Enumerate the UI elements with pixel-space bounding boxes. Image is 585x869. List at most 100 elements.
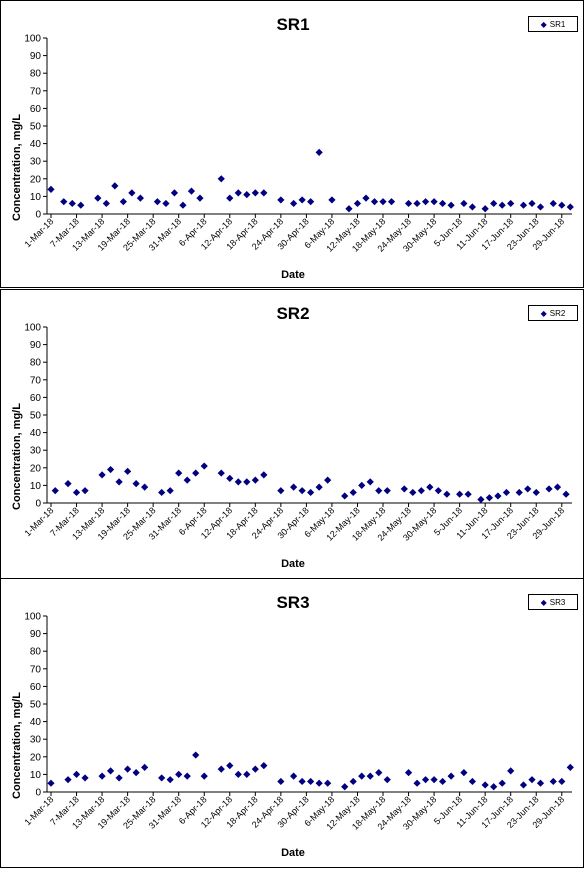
legend-label: SR2 [549,308,566,318]
y-tick-label: 90 [30,629,42,640]
data-point [558,201,566,209]
y-tick-label: 0 [35,210,41,221]
data-point [507,199,515,208]
data-point [51,487,59,495]
chart-title: SR2 [276,304,310,323]
data-point [162,199,170,208]
data-point [47,779,55,787]
data-point [192,751,200,759]
y-tick-label: 80 [30,358,42,369]
data-point [183,772,191,780]
data-point [485,494,494,502]
data-point [324,476,332,484]
data-point [307,777,315,786]
data-point [404,769,413,777]
data-point [324,779,332,787]
data-point [234,189,242,197]
data-point [170,189,179,197]
data-point [502,488,511,497]
data-point [490,199,498,208]
data-point [290,483,298,491]
data-point [404,199,413,208]
data-point [341,783,349,791]
data-point [549,199,557,208]
data-point [119,198,127,206]
data-point [553,483,562,491]
data-point [524,485,532,493]
data-point [298,487,306,495]
data-point [64,776,72,784]
y-tick-label: 100 [24,612,41,623]
y-tick-label: 0 [35,788,41,799]
data-point [353,199,362,208]
data-point [383,776,391,784]
data-point [226,474,234,482]
data-point [315,148,323,156]
data-point [175,770,183,778]
data-point [196,194,204,202]
chart-panel-sr1: SR1 ◆ SR1 Concentration, mg/L Date 0 10 20… [0,0,584,288]
data-point [243,478,251,486]
data-point [251,189,259,197]
plot-area: 01020304050607080901001-Mar-187-Mar-1813… [23,612,574,832]
y-tick-label: 70 [30,664,42,675]
data-point [439,777,447,786]
legend-marker-icon: ◆ [540,597,547,607]
legend: ◆ SR2 [528,305,578,321]
y-tick-label: 40 [30,139,42,150]
data-point [528,199,536,208]
data-point [426,483,434,491]
data-point [349,488,357,497]
data-point [468,203,476,211]
data-point [430,776,438,784]
data-point [81,487,89,495]
data-point [260,189,268,197]
legend-marker-icon: ◆ [540,19,547,29]
data-point [226,762,234,770]
data-point [47,185,55,193]
y-tick-label: 80 [30,647,42,658]
y-tick-label: 50 [30,411,42,422]
legend: ◆ SR1 [528,16,578,32]
x-axis-label: Date [281,558,305,570]
data-point [277,487,285,495]
data-point [132,769,140,777]
data-point [447,201,455,209]
data-point [545,485,553,493]
data-point [217,765,225,773]
data-point [298,196,306,204]
y-tick-label: 70 [30,86,42,97]
data-point [379,198,387,206]
data-point [98,471,106,479]
data-point [128,189,136,197]
chart-title: SR1 [276,15,310,34]
data-point [64,480,72,488]
data-point [175,469,183,477]
data-point [141,483,149,491]
data-point [460,769,468,777]
data-point [494,492,502,500]
data-point [158,774,166,782]
data-point [132,480,140,488]
y-tick-label: 60 [30,393,42,404]
data-point [243,770,251,778]
y-tick-label: 50 [30,122,42,133]
y-tick-label: 40 [30,717,42,728]
data-point [98,772,106,780]
chart-title: SR3 [276,593,310,612]
data-point [158,488,166,497]
data-point [166,776,174,784]
data-point [68,199,76,208]
legend-label: SR3 [549,597,566,607]
data-point [77,201,85,209]
data-point [153,198,162,206]
data-point [187,187,196,195]
y-tick-label: 70 [30,375,42,386]
legend-label: SR1 [549,19,566,29]
data-point [260,762,268,770]
y-tick-label: 10 [30,192,42,203]
data-point [111,182,119,190]
y-tick-label: 100 [24,323,41,334]
y-tick-label: 90 [30,340,42,351]
data-point [417,487,425,495]
